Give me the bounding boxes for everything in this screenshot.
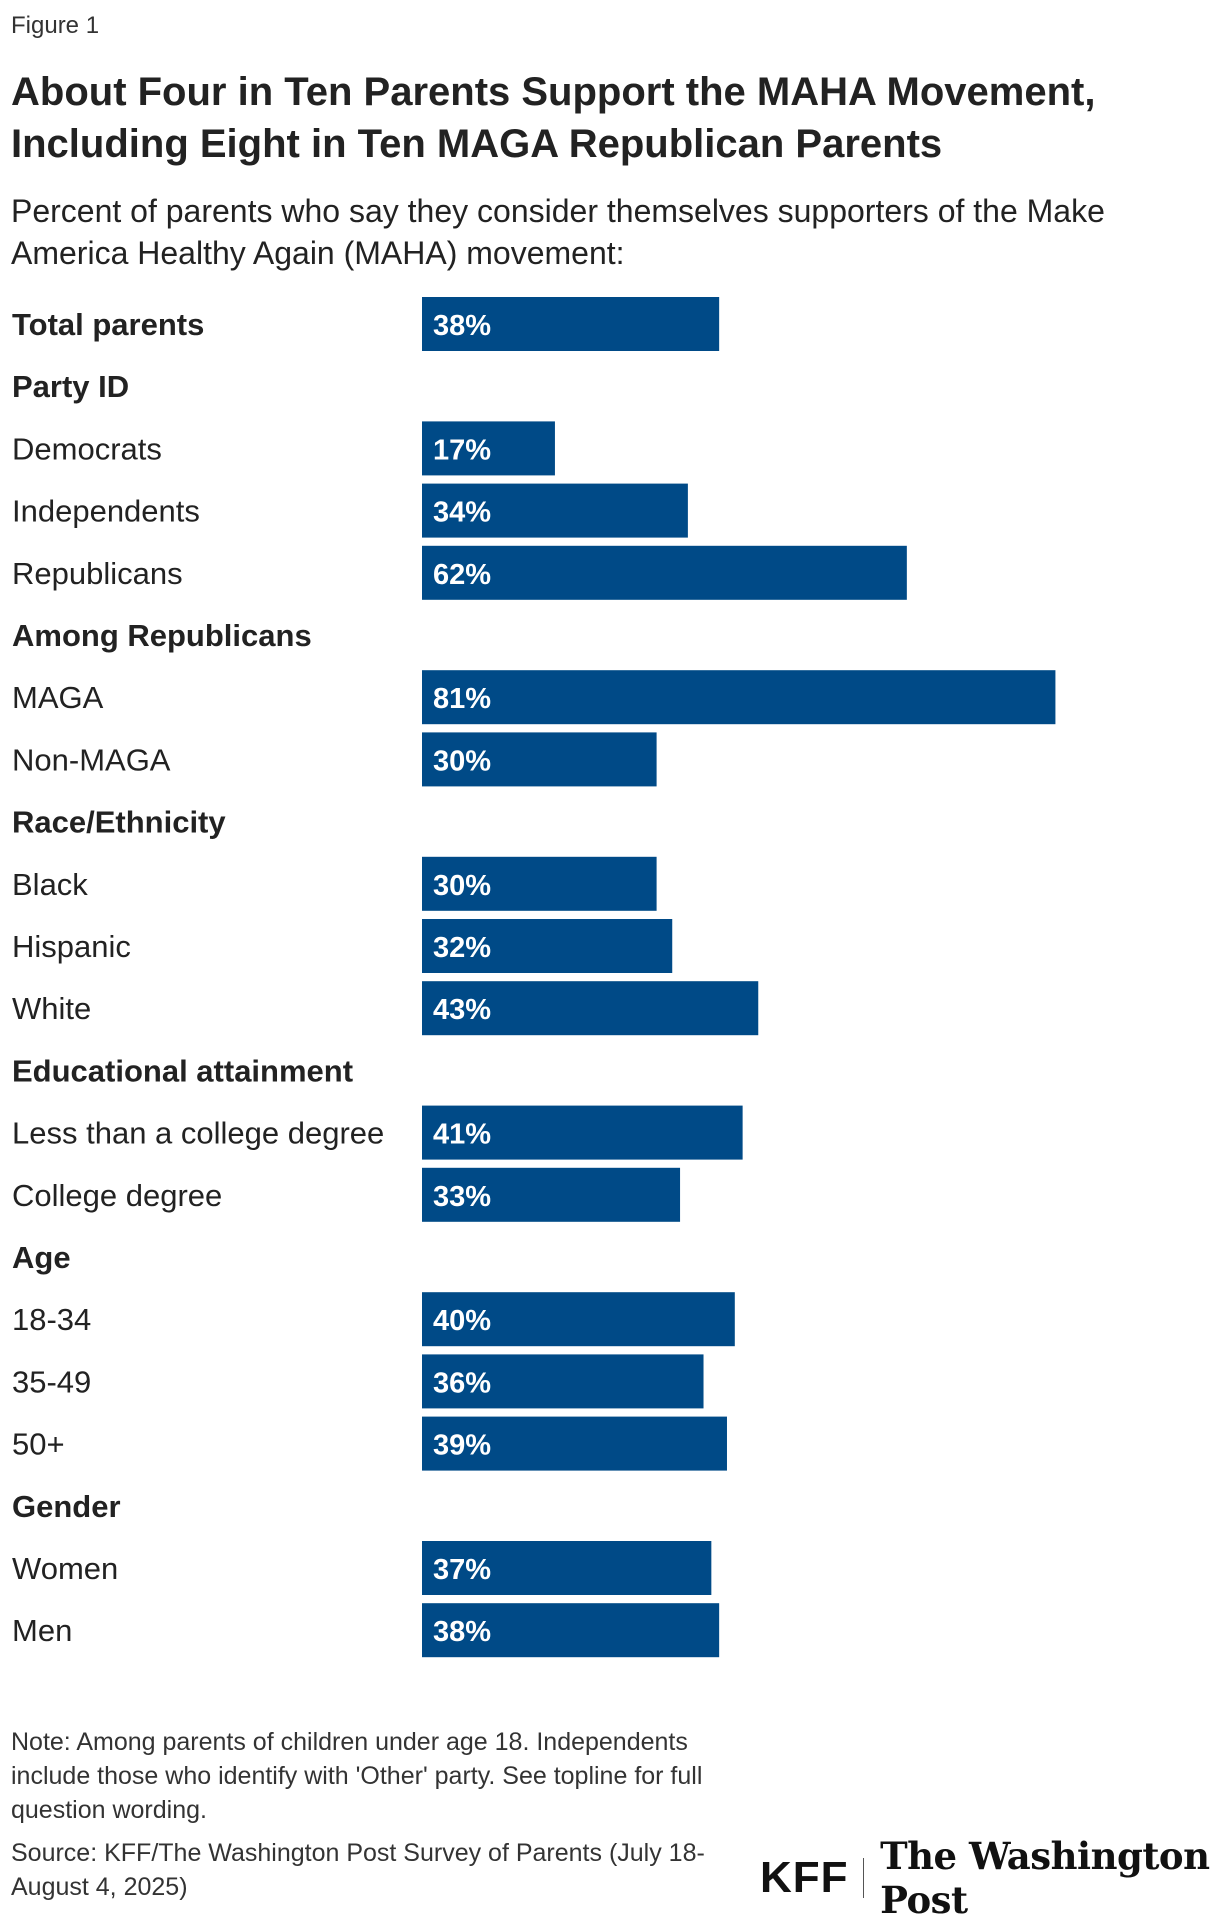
bar-less-than-a-college-degree — [422, 1105, 743, 1160]
row-label-democrats: Democrats — [12, 431, 162, 466]
row-label-maga: MAGA — [12, 680, 104, 715]
bar-men — [422, 1603, 720, 1658]
value-label-white: 43% — [433, 994, 491, 1026]
value-label-total-parents: 38% — [433, 310, 491, 342]
value-label-men: 38% — [433, 1616, 491, 1648]
value-label-women: 37% — [433, 1554, 491, 1586]
washington-post-logo: The Washington Post — [880, 1834, 1210, 1922]
row-label-republicans: Republicans — [12, 556, 183, 591]
bar-total-parents — [422, 297, 720, 351]
row-label-independents: Independents — [12, 494, 200, 529]
value-label-republicans: 62% — [433, 559, 491, 591]
row-label-women: Women — [12, 1551, 118, 1586]
row-label-hispanic: Hispanic — [12, 929, 131, 964]
value-label-college-degree: 33% — [433, 1181, 491, 1213]
group-header-age: Age — [12, 1240, 71, 1275]
bar-chart: Total parents 38% Party ID Democrats 17% Inde… — [12, 297, 1056, 1658]
bar-democrats — [422, 421, 555, 476]
value-label-non-maga: 30% — [433, 745, 491, 777]
value-label-hispanic: 32% — [433, 932, 491, 964]
bar-college-degree — [422, 1167, 681, 1222]
value-label-democrats: 17% — [433, 434, 491, 466]
value-label-black: 30% — [433, 870, 491, 902]
bar-white — [422, 981, 759, 1036]
value-label-less-than-a-college-degree: 41% — [433, 1119, 491, 1151]
group-header-among-republicans: Among Republicans — [12, 618, 312, 653]
bar-independents — [422, 483, 688, 538]
publisher-logos: KFF The Washington Post — [760, 1834, 1220, 1922]
bar-18-34 — [422, 1292, 735, 1347]
group-header-gender: Gender — [12, 1489, 121, 1524]
row-label-non-maga: Non-MAGA — [12, 742, 171, 777]
value-label-maga: 81% — [433, 683, 491, 715]
row-label-black: Black — [12, 867, 88, 902]
group-header-party-id: Party ID — [12, 369, 129, 404]
group-header-race-ethnicity: Race/Ethnicity — [12, 805, 226, 840]
bar-women — [422, 1541, 712, 1595]
row-label-total-parents: Total parents — [12, 307, 204, 342]
group-header-educational-attainment: Educational attainment — [12, 1053, 353, 1088]
bar-50 — [422, 1416, 727, 1471]
bar-hispanic — [422, 919, 673, 973]
logo-divider — [862, 1858, 865, 1898]
chart-subtitle: Percent of parents who say they consider… — [11, 193, 1105, 271]
row-label-18-34: 18-34 — [12, 1302, 91, 1337]
chart-source: Source: KFF/The Washington Post Survey o… — [11, 1839, 705, 1901]
bar-black — [422, 856, 657, 911]
value-label-50: 39% — [433, 1430, 491, 1462]
chart-note: Note: Among parents of children under ag… — [11, 1728, 703, 1824]
row-label-college-degree: College degree — [12, 1178, 222, 1213]
row-label-men: Men — [12, 1613, 72, 1648]
row-label-50: 50+ — [12, 1427, 65, 1462]
bar-republicans — [422, 545, 907, 600]
row-label-35-49: 35-49 — [12, 1364, 91, 1399]
bar-maga — [422, 670, 1056, 725]
kff-logo: KFF — [760, 1853, 849, 1902]
bar-35-49 — [422, 1354, 704, 1409]
row-label-white: White — [12, 991, 91, 1026]
value-label-18-34: 40% — [433, 1305, 491, 1337]
figure-label: Figure 1 — [11, 12, 100, 39]
bar-non-maga — [422, 732, 657, 787]
chart-title: About Four in Ten Parents Support the MA… — [11, 70, 1096, 166]
value-label-35-49: 36% — [433, 1367, 491, 1399]
row-label-less-than-a-college-degree: Less than a college degree — [12, 1116, 384, 1151]
value-label-independents: 34% — [433, 497, 491, 529]
